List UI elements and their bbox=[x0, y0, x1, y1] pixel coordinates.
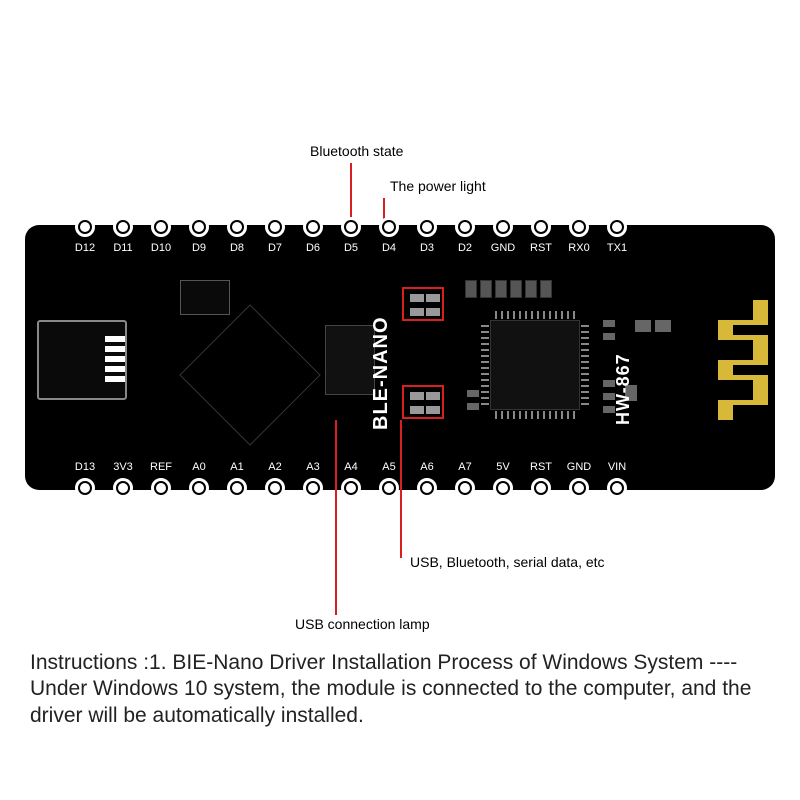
smd-component bbox=[635, 320, 651, 332]
mcu-pins bbox=[581, 325, 589, 405]
smd-block bbox=[180, 280, 230, 315]
pin-hole bbox=[303, 217, 323, 237]
smd-component bbox=[467, 403, 479, 410]
mcu-pins bbox=[495, 311, 575, 319]
smd-component bbox=[603, 320, 615, 327]
pin-hole bbox=[569, 478, 589, 498]
pin-label: A7 bbox=[450, 461, 480, 473]
pin-hole bbox=[189, 478, 209, 498]
pin-label: D13 bbox=[70, 461, 100, 473]
usb-connector bbox=[37, 320, 127, 400]
pin-hole bbox=[607, 217, 627, 237]
pin-hole bbox=[455, 217, 475, 237]
pin-label: D12 bbox=[70, 242, 100, 254]
pin-hole bbox=[379, 217, 399, 237]
usb-pins-icon bbox=[99, 332, 129, 390]
pin-hole bbox=[151, 217, 171, 237]
pin-hole bbox=[151, 478, 171, 498]
pin-label: A6 bbox=[412, 461, 442, 473]
pin-label: D9 bbox=[184, 242, 214, 254]
callout-power-light: The power light bbox=[390, 178, 486, 194]
pin-hole bbox=[531, 217, 551, 237]
pin-label: D3 bbox=[412, 242, 442, 254]
pin-hole bbox=[417, 478, 437, 498]
antenna-trace-icon bbox=[713, 300, 775, 420]
pin-label: RST bbox=[526, 461, 556, 473]
pin-hole bbox=[341, 478, 361, 498]
pin-label: D5 bbox=[336, 242, 366, 254]
pin-label: RX0 bbox=[564, 242, 594, 254]
callout-usb-serial: USB, Bluetooth, serial data, etc bbox=[410, 554, 605, 570]
pin-label: A0 bbox=[184, 461, 214, 473]
capacitor-row bbox=[465, 280, 555, 303]
instructions-text: Instructions :1. BIE-Nano Driver Install… bbox=[30, 650, 770, 729]
callout-bluetooth-state: Bluetooth state bbox=[310, 143, 403, 159]
pin-hole bbox=[455, 478, 475, 498]
pin-label: GND bbox=[564, 461, 594, 473]
pin-label: REF bbox=[146, 461, 176, 473]
pin-label: A1 bbox=[222, 461, 252, 473]
pin-hole bbox=[569, 217, 589, 237]
pin-label: D6 bbox=[298, 242, 328, 254]
pin-label: A2 bbox=[260, 461, 290, 473]
board-name-label: BLE-NANO bbox=[370, 316, 393, 430]
pin-label: A4 bbox=[336, 461, 366, 473]
led-highlight-top bbox=[402, 287, 444, 321]
pin-label: D7 bbox=[260, 242, 290, 254]
pin-label: RST bbox=[526, 242, 556, 254]
pin-hole bbox=[379, 478, 399, 498]
pin-hole bbox=[227, 217, 247, 237]
pin-hole bbox=[265, 478, 285, 498]
pin-hole bbox=[531, 478, 551, 498]
pin-hole bbox=[189, 217, 209, 237]
pin-hole bbox=[113, 217, 133, 237]
board-model-label: HW-867 bbox=[613, 353, 634, 425]
pin-hole bbox=[113, 478, 133, 498]
ic-chip-1 bbox=[179, 304, 320, 445]
leader-line bbox=[400, 420, 402, 558]
pin-hole bbox=[75, 217, 95, 237]
pin-label: VIN bbox=[602, 461, 632, 473]
pin-hole bbox=[341, 217, 361, 237]
smd-component bbox=[655, 320, 671, 332]
pin-label: D10 bbox=[146, 242, 176, 254]
pin-hole bbox=[493, 217, 513, 237]
pin-label: D8 bbox=[222, 242, 252, 254]
leader-line bbox=[335, 420, 337, 615]
pin-label: A3 bbox=[298, 461, 328, 473]
pin-hole bbox=[265, 217, 285, 237]
pin-label: D2 bbox=[450, 242, 480, 254]
pin-hole bbox=[75, 478, 95, 498]
mcu-pins bbox=[481, 325, 489, 405]
smd-component bbox=[467, 390, 479, 397]
pin-hole bbox=[417, 217, 437, 237]
pin-label: D4 bbox=[374, 242, 404, 254]
pin-hole bbox=[227, 478, 247, 498]
pin-label: GND bbox=[488, 242, 518, 254]
callout-usb-lamp: USB connection lamp bbox=[295, 616, 430, 632]
pin-label: 5V bbox=[488, 461, 518, 473]
smd-component bbox=[603, 333, 615, 340]
pin-label: 3V3 bbox=[108, 461, 138, 473]
led-highlight-bottom bbox=[402, 385, 444, 419]
pin-hole bbox=[303, 478, 323, 498]
pin-label: TX1 bbox=[602, 242, 632, 254]
pin-hole bbox=[607, 478, 627, 498]
pin-label: D11 bbox=[108, 242, 138, 254]
ic-chip-2 bbox=[325, 325, 375, 395]
mcu-chip bbox=[490, 320, 580, 410]
mcu-pins bbox=[495, 411, 575, 419]
pin-hole bbox=[493, 478, 513, 498]
